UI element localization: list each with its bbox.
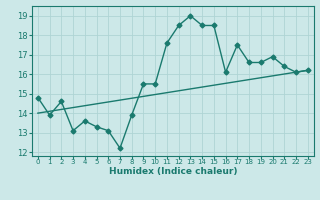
X-axis label: Humidex (Indice chaleur): Humidex (Indice chaleur)	[108, 167, 237, 176]
